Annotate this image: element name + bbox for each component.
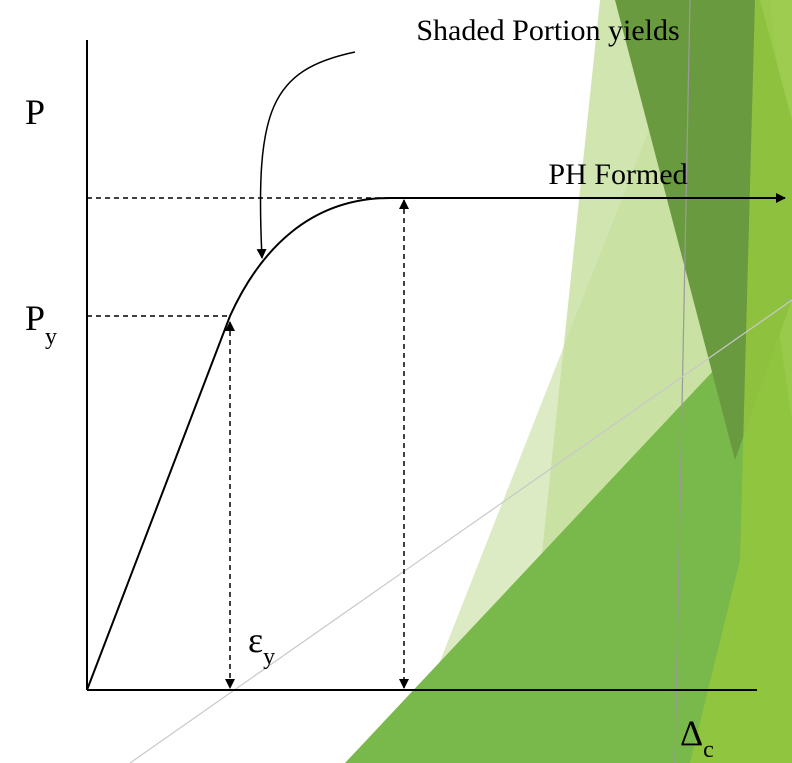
plastic-hinge-label: PH Formed xyxy=(548,158,687,191)
label-main: P xyxy=(25,298,45,338)
page: Shaded Portion yields P Py PH Formed εy … xyxy=(0,0,792,763)
annotation: Shaded Portion yields xyxy=(416,14,679,47)
y-axis-label: P xyxy=(25,92,45,132)
yield-strain-label: εy xyxy=(248,620,275,670)
slide: Shaded Portion yields P Py PH Formed εy … xyxy=(0,0,792,763)
annotation-arrow xyxy=(260,52,355,258)
label-sub: y xyxy=(45,324,57,350)
yield-load-label: Py xyxy=(25,298,57,350)
label-main: ε xyxy=(248,620,263,660)
label-sub: c xyxy=(703,737,714,763)
label-sub: y xyxy=(263,644,275,670)
label-main: Δ xyxy=(680,713,703,753)
